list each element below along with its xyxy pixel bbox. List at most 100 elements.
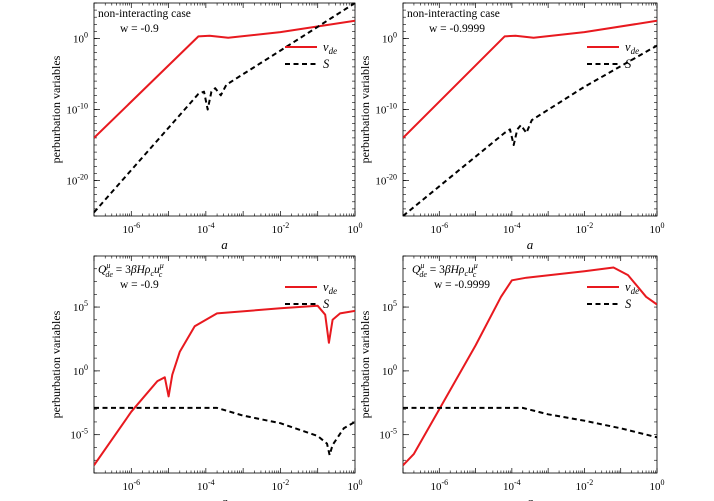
y-tick-label: 10-20 [66,173,88,188]
x-tick-label: 10-6 [430,478,448,493]
y-tick-exponent: 0 [393,363,397,372]
x-tick-base: 10 [348,224,360,236]
y-tick-base: 10 [73,302,85,314]
x-tick-base: 10 [503,481,515,493]
x-tick-base: 10 [503,224,515,236]
x-tick-base: 10 [122,224,134,236]
x-tick-base: 10 [272,224,284,236]
annotation-part: u [154,264,160,276]
x-tick-exponent: -2 [283,221,290,230]
x-tick-exponent: -6 [133,478,140,487]
x-axis-label: a [221,237,228,252]
x-tick-label: 100 [348,478,363,493]
x-tick-label: 10-4 [197,221,215,236]
legend-label-v_de: vde [323,280,337,296]
x-axis-label: a [527,237,534,252]
annotation-part: de [419,270,427,279]
annotation-line-2: w = -0.9999 [429,23,485,35]
legend-label-text: v [323,280,329,294]
annotation-part: c [464,269,468,278]
annotation-part: Q [412,264,421,276]
annotation-part: μ [105,261,110,270]
annotation-part: μ [419,261,424,270]
y-tick-exponent: -5 [81,427,88,436]
y-axis-label: perburbation variables [49,55,63,163]
x-tick-base: 10 [197,481,209,493]
y-tick-exponent: 5 [393,299,397,308]
annotation-part: Q [98,264,107,276]
x-tick-label: 10-2 [272,478,290,493]
x-tick-label: 10-6 [122,478,140,493]
annotation-part: c [159,270,163,279]
legend-label-text: S [625,297,632,311]
series-v_de-line [94,19,355,139]
annotation-part: = 3 [113,264,131,276]
plot-frame [93,255,356,474]
y-tick-label: 100 [382,363,397,378]
x-tick-exponent: -4 [514,221,521,230]
legend-label-subscript: de [631,46,640,56]
legend-label-text: v [625,40,631,54]
y-tick-exponent: -5 [390,427,397,436]
x-tick-exponent: -6 [441,221,448,230]
x-tick-label: 10-4 [503,478,521,493]
annotation-line-1: Qμ de = 3βHρcuμ c [412,261,478,279]
series-S-line [94,3,355,214]
legend-label-text: v [323,40,329,54]
x-tick-exponent: 0 [359,478,363,487]
x-tick-base: 10 [576,224,588,236]
annotation-part: μ [473,261,478,270]
series-v_de-line [403,19,657,139]
x-tick-exponent: 0 [661,221,665,230]
y-tick-label: 100 [382,31,397,46]
x-tick-exponent: -6 [133,221,140,230]
y-tick-base: 10 [70,430,82,442]
y-tick-base: 10 [66,176,78,188]
y-tick-exponent: 0 [84,31,88,40]
annotation-part: c [473,270,477,279]
x-tick-exponent: 0 [661,478,665,487]
y-axis-label: perburbation variables [358,310,372,418]
annotation-line-2: w = -0.9 [120,23,159,35]
x-tick-base: 10 [348,481,360,493]
panel-top-left: 10-6 10-4 10-2 10010010-1010-20aperburbatio… [49,2,363,252]
annotation-part: c [150,269,154,278]
legend-label-text: v [625,280,631,294]
y-tick-exponent: -10 [386,102,397,111]
annotation-part: μ [159,261,164,270]
y-tick-exponent: 0 [393,31,397,40]
legend-label-subscript: de [329,46,338,56]
annotation-line-2: w = -0.9999 [434,279,490,291]
y-tick-exponent: 5 [84,299,88,308]
x-tick-base: 10 [576,481,588,493]
x-axis-label: a [221,494,228,501]
legend-label-S: S [323,297,330,311]
x-tick-label: 100 [348,221,363,236]
x-tick-exponent: -6 [441,478,448,487]
x-tick-label: 100 [650,478,665,493]
series-S-line [403,44,657,216]
annotation-part: βHρ [130,264,151,276]
legend-label-v_de: vde [323,40,337,56]
legend-label-text: S [323,297,330,311]
x-tick-exponent: -4 [208,478,215,487]
x-tick-label: 10-6 [430,221,448,236]
x-tick-label: 10-6 [122,221,140,236]
series-v_de-line [403,266,657,466]
y-tick-label: 10-10 [375,102,397,117]
annotation-part: de [105,270,113,279]
x-tick-exponent: -4 [514,478,521,487]
x-axis-label: a [527,494,534,501]
y-tick-base: 10 [382,366,394,378]
y-tick-exponent: -10 [77,102,88,111]
y-tick-label: 10-5 [379,427,397,442]
series-S-line [403,406,657,439]
x-tick-label: 10-2 [576,221,594,236]
x-tick-base: 10 [650,481,662,493]
x-tick-exponent: 0 [359,221,363,230]
annotation-line-2: w = -0.9 [120,279,159,291]
y-axis-label: perburbation variables [49,310,63,418]
legend-label-text: S [625,57,632,71]
